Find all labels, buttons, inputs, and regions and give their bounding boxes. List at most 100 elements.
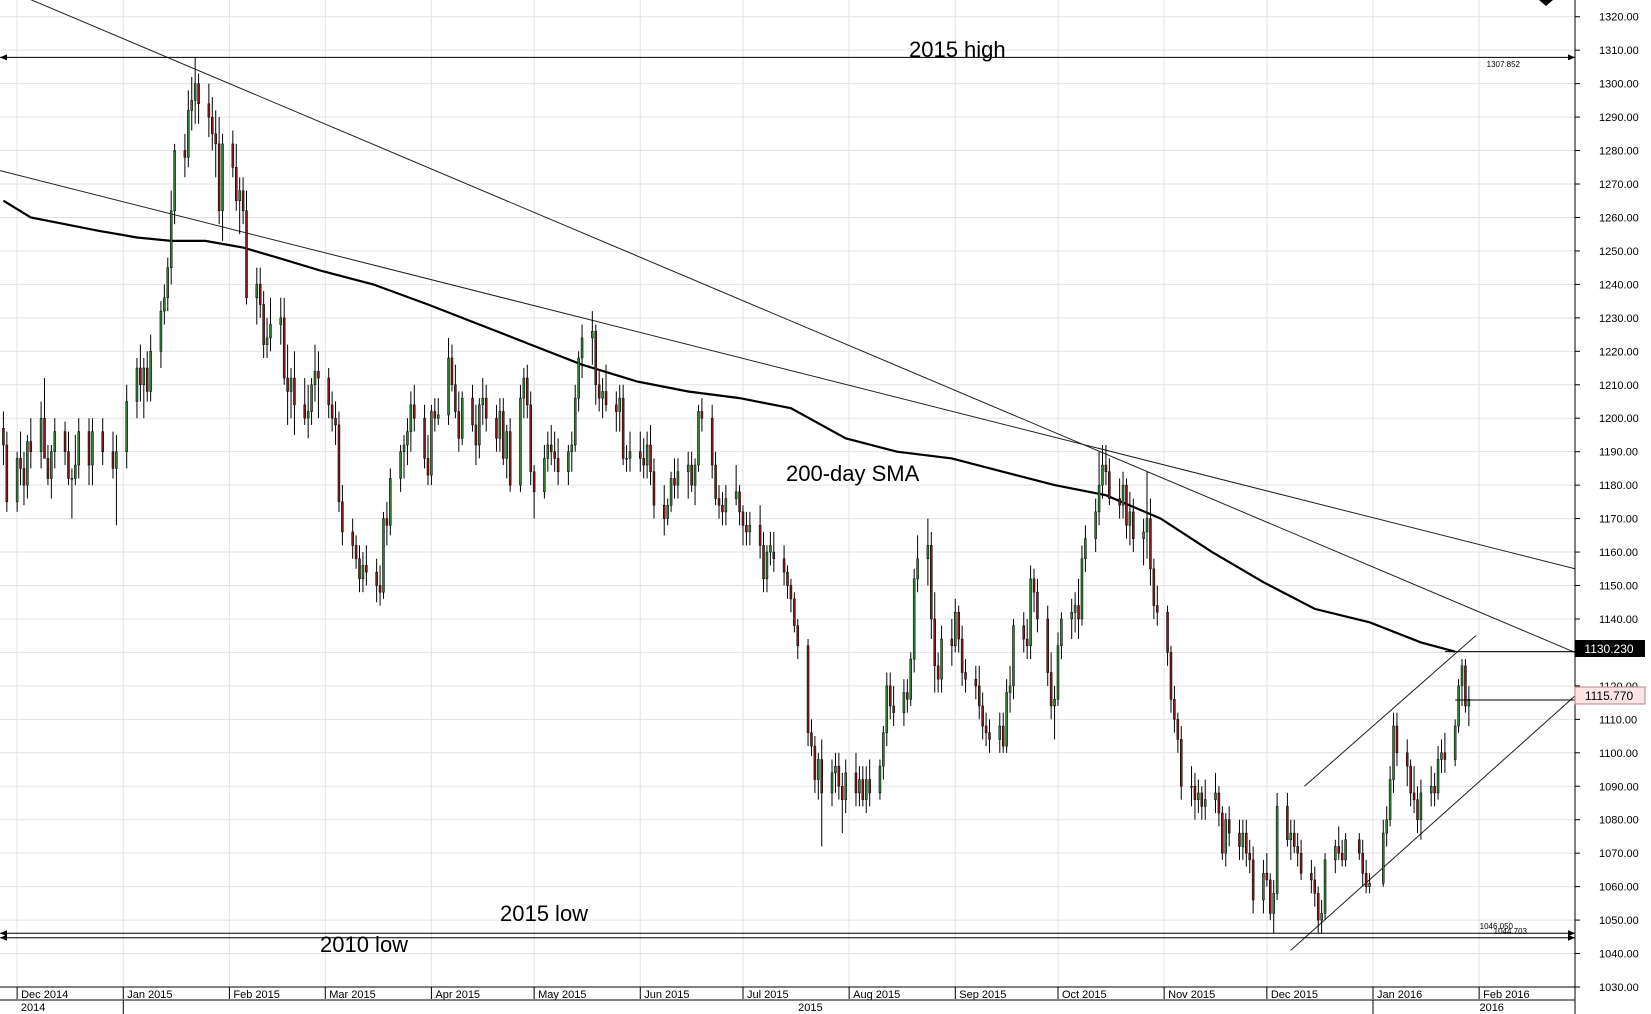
candle-body <box>341 501 344 533</box>
year-label: 2016 <box>1479 1002 1503 1014</box>
candle <box>211 97 214 151</box>
candle-body <box>1214 792 1217 800</box>
candle <box>793 592 796 633</box>
candle-body <box>693 464 697 486</box>
candle <box>471 384 474 432</box>
candle-body <box>933 618 936 667</box>
candle-body <box>334 417 337 426</box>
candle-body <box>960 638 964 673</box>
candle-body <box>1368 883 1371 887</box>
candle <box>673 458 676 499</box>
candle-body <box>830 772 834 794</box>
candle <box>433 398 437 432</box>
candle <box>330 391 334 432</box>
candle <box>1132 498 1135 553</box>
label-2015-low: 2015 low <box>500 901 588 926</box>
candle-body <box>628 451 632 459</box>
candle-body <box>1176 719 1180 740</box>
candle-body <box>46 458 50 479</box>
candle <box>1289 819 1293 860</box>
candle <box>741 505 745 546</box>
candle-body <box>1224 819 1228 854</box>
candle <box>450 344 454 392</box>
candle <box>265 317 269 358</box>
candle-body <box>926 545 930 559</box>
candle <box>591 311 594 365</box>
candle-body <box>1460 665 1464 687</box>
arrow-left-icon <box>0 934 7 941</box>
candle <box>772 531 776 573</box>
candle-body <box>447 357 450 416</box>
trendline-shallow <box>0 170 1576 570</box>
candle <box>474 404 478 466</box>
candle <box>289 368 293 419</box>
candle <box>1101 444 1104 499</box>
candle <box>1012 618 1015 700</box>
candle <box>341 485 344 546</box>
candle-body <box>351 531 354 546</box>
candle-body <box>532 471 536 493</box>
candle-body <box>981 705 984 727</box>
marker-last-value: 1115.770 <box>1585 689 1634 703</box>
candle-body <box>1169 652 1173 700</box>
candle-body <box>1286 806 1289 841</box>
y-tick-label: 1190.00 <box>1599 447 1638 459</box>
candle-body <box>502 411 505 459</box>
x-tick-label: May 2015 <box>538 989 586 1001</box>
candle <box>933 592 936 693</box>
candle <box>498 398 502 452</box>
candle <box>909 652 913 706</box>
x-tick-label: Mar 2015 <box>329 989 375 1001</box>
candle-body <box>262 304 265 345</box>
candle-body <box>221 143 224 212</box>
candle-body <box>173 150 176 212</box>
candle-body <box>190 100 193 111</box>
candle-body <box>1262 872 1265 901</box>
candle-body <box>1193 786 1197 800</box>
candle <box>142 357 146 419</box>
y-tick-label: 1300.00 <box>1599 79 1639 91</box>
candle <box>502 398 505 466</box>
candle <box>1262 859 1265 914</box>
candle-body <box>70 478 74 480</box>
candle-body <box>115 451 118 469</box>
candle <box>1440 739 1443 773</box>
candle-body <box>474 424 478 446</box>
candle <box>423 404 426 469</box>
candle <box>868 759 871 807</box>
candle <box>74 434 77 486</box>
candle-body <box>556 458 560 473</box>
candle-body <box>91 431 94 466</box>
candle <box>666 498 669 526</box>
candle-body <box>964 672 967 680</box>
candle <box>960 625 964 686</box>
candle <box>19 431 22 486</box>
candle-body <box>1419 792 1423 820</box>
candle <box>649 424 652 486</box>
candle-body <box>149 351 152 392</box>
candle-body <box>1070 612 1073 620</box>
candle <box>645 431 649 479</box>
candle <box>861 766 865 807</box>
channel-lower <box>1290 695 1576 951</box>
candle <box>508 418 512 492</box>
x-tick-label: Jan 2016 <box>1377 989 1422 1001</box>
candle <box>567 444 570 486</box>
candle-body <box>1251 859 1255 901</box>
candle-body <box>327 377 330 406</box>
candle <box>892 685 895 727</box>
chevron-down-icon[interactable] <box>1539 0 1553 6</box>
candle <box>1238 819 1241 860</box>
candle <box>447 337 450 425</box>
candle-body <box>1132 511 1135 539</box>
value-2010-low: 1044.703 <box>1494 927 1528 936</box>
candle-body <box>810 732 813 747</box>
candle <box>1152 558 1156 619</box>
candle-body <box>772 551 776 559</box>
candle <box>813 736 817 793</box>
candle-body <box>413 404 416 419</box>
candle <box>241 177 245 225</box>
y-tick-label: 1220.00 <box>1599 346 1639 358</box>
x-tick-label: Oct 2015 <box>1062 989 1107 1001</box>
